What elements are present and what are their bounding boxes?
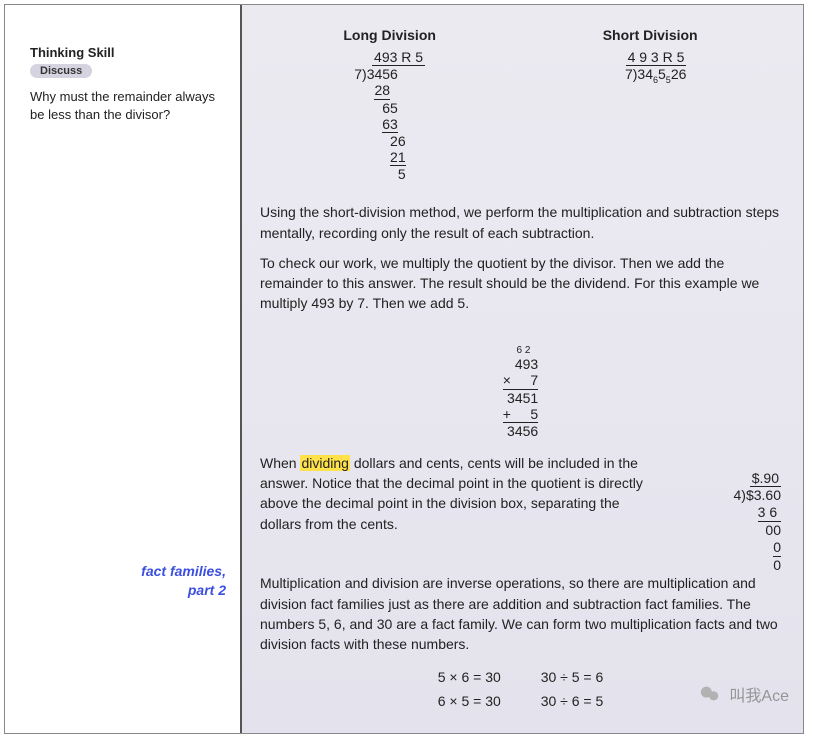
dollar-step-2: 0: [773, 539, 781, 557]
mult-carry: 6 2: [517, 345, 531, 356]
dollar-step-0: 3 6: [758, 504, 781, 522]
short-division-title: Short Division: [603, 25, 698, 45]
long-step-0: 28: [374, 82, 390, 99]
short-dividend-p0: 34: [637, 66, 653, 82]
short-dividend-p2: 5: [658, 66, 666, 82]
short-division-work: 4 9 3 R 5 7)3465526: [614, 49, 687, 85]
sidebar: Thinking Skill Discuss Why must the rema…: [5, 5, 240, 733]
mult-times: × 7: [503, 372, 538, 389]
sidebar-question: Why must the remainder always be less th…: [30, 88, 230, 124]
mult-top: 493: [515, 356, 538, 372]
long-dividend: 3456: [367, 66, 398, 82]
paragraph-short-division: Using the short-division method, we perf…: [260, 202, 781, 243]
long-step-3: 26: [390, 133, 406, 149]
short-dividend-p4: 2: [671, 66, 679, 82]
fact-label-line2: part 2: [188, 582, 226, 598]
fact-eq-3: 6 × 5 = 30: [438, 691, 501, 711]
fact-eq-2: 30 ÷ 5 = 6: [541, 667, 604, 687]
long-division-work: 493 R 5 7)3456 28 65 63 26 21 5: [354, 49, 425, 182]
long-divisor: 7: [354, 66, 362, 82]
fact-equations: 5 × 6 = 30 30 ÷ 5 = 6 6 × 5 = 30 30 ÷ 6 …: [260, 665, 781, 714]
long-step-4: 21: [390, 149, 406, 166]
fact-eq-4: 30 ÷ 6 = 5: [541, 691, 604, 711]
dollar-step-1: 00: [765, 522, 781, 538]
long-quotient: 493 R 5: [372, 49, 425, 66]
short-quotient: 4 9 3 R 5: [626, 49, 687, 66]
long-division-title: Long Division: [343, 25, 436, 45]
fact-eq-1: 5 × 6 = 30: [438, 667, 501, 687]
fact-families-paragraph: Multiplication and division are inverse …: [260, 573, 781, 654]
thinking-skill-title: Thinking Skill: [30, 45, 230, 60]
check-multiplication: 6 2 493 × 7 3451 + 5 3456: [260, 324, 781, 439]
discuss-badge: Discuss: [30, 64, 92, 78]
mult-result: 3456: [507, 423, 538, 439]
dollar-divisor: 4: [733, 487, 741, 503]
mult-product: 3451: [507, 390, 538, 406]
dollar-dividend: $3.60: [746, 487, 781, 503]
dollars-row: When dividing dollars and cents, cents w…: [260, 453, 781, 574]
dollars-text-pre: When: [260, 455, 300, 471]
fact-families-label: fact families, part 2: [30, 562, 230, 598]
fact-label-line1: fact families,: [141, 563, 226, 579]
long-step-2: 63: [382, 116, 398, 133]
short-dividend-p5: 6: [679, 66, 687, 82]
main-content: Long Division 493 R 5 7)3456 28 65 63 26…: [240, 5, 803, 733]
division-examples-row: Long Division 493 R 5 7)3456 28 65 63 26…: [260, 25, 781, 184]
dollars-division-work: $.90 4)$3.60 3 6 00 0 0: [681, 453, 781, 574]
dollars-paragraph: When dividing dollars and cents, cents w…: [260, 453, 681, 564]
dividing-highlight: dividing: [300, 455, 349, 471]
long-division-block: Long Division 493 R 5 7)3456 28 65 63 26…: [343, 25, 436, 184]
page: Thinking Skill Discuss Why must the rema…: [4, 4, 804, 734]
short-division-block: Short Division 4 9 3 R 5 7)3465526: [603, 25, 698, 184]
paragraph-check-work: To check our work, we multiply the quoti…: [260, 253, 781, 314]
mult-plus: + 5: [503, 406, 538, 423]
long-step-5: 5: [398, 166, 406, 182]
dollar-quotient: $.90: [750, 470, 781, 488]
short-divisor: 7: [625, 66, 633, 82]
long-step-1: 65: [382, 100, 398, 116]
dollar-step-3: 0: [773, 557, 781, 573]
